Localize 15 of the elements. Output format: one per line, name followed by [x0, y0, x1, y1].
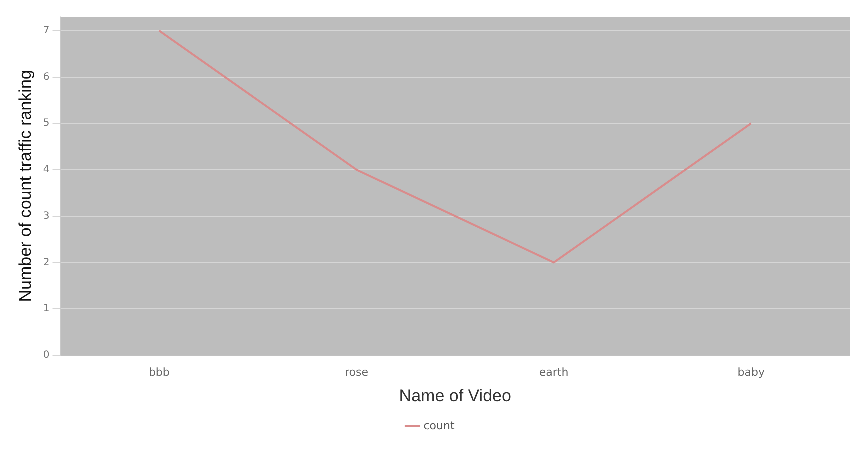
y-tick-label: 6 [43, 72, 50, 83]
y-tick-label: 4 [43, 164, 50, 176]
x-tick-label: baby [738, 366, 766, 379]
x-axis-title: Name of Video [399, 386, 512, 406]
x-tick-label: rose [344, 366, 369, 379]
y-tick-label: 3 [43, 210, 50, 222]
y-tick-label: 2 [43, 257, 50, 268]
x-tick-label: bbb [148, 366, 170, 379]
legend-label: count [424, 419, 456, 432]
y-tick-label: 1 [43, 304, 50, 315]
y-tick-label: 0 [43, 350, 50, 361]
y-tick-label: 5 [43, 118, 50, 130]
y-axis-title: Number of count traffic ranking [16, 70, 35, 302]
y-tick-label: 7 [43, 26, 50, 36]
x-tick-label: earth [539, 366, 569, 379]
